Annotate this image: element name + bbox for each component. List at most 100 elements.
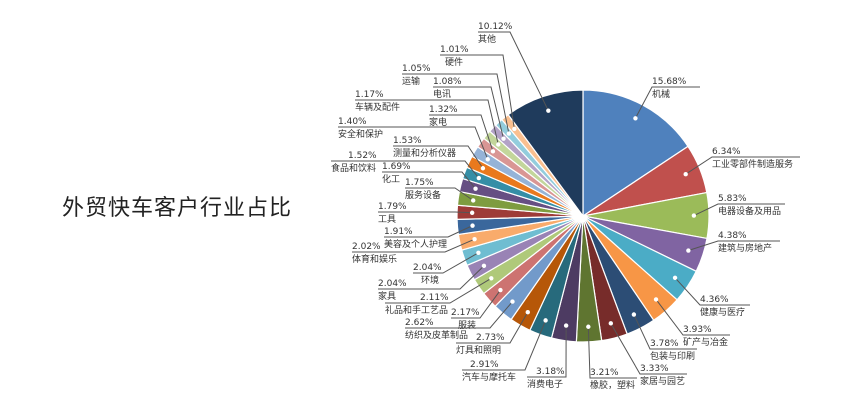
leader-line (385, 277, 492, 304)
slice-percent-label: 5.83% (718, 194, 747, 204)
leader-dot (490, 149, 496, 154)
leader-dot (672, 275, 678, 281)
slice-percent-label: 1.05% (402, 64, 431, 74)
slice-percent-label: 3.21% (590, 368, 619, 378)
leader-line (352, 238, 475, 253)
leader-line (433, 86, 505, 139)
slice-percent-label: 2.02% (352, 242, 381, 252)
pie-slices (456, 89, 710, 343)
leader-dot (481, 263, 487, 269)
slice-name-label: 服装 (458, 319, 476, 331)
slice-name-label: 车辆及配件 (355, 101, 400, 113)
slice-percent-label: 3.33% (640, 364, 669, 374)
leader-dot (546, 108, 551, 113)
slice-percent-label: 1.08% (433, 77, 462, 87)
slice-name-label: 工业零部件制造服务 (712, 158, 793, 170)
slice-percent-label: 3.78% (650, 339, 679, 349)
slice-name-label: 家具 (378, 290, 396, 302)
leader-dot (473, 186, 478, 191)
chart-title: 外贸快车客户行业占比 (62, 196, 293, 221)
leader-line (693, 203, 785, 216)
slice-percent-label: 2.04% (378, 279, 407, 289)
slice-name-label: 食品和饮料 (331, 162, 376, 174)
leader-line (429, 114, 494, 152)
leader-line (405, 301, 513, 329)
leader-dot (653, 297, 659, 302)
leader-dot (633, 116, 638, 121)
leader-line (527, 325, 567, 378)
slice-name-label: 礼品和手工艺品 (385, 304, 448, 316)
leader-line (655, 299, 730, 336)
slice-name-label: 电讯 (433, 88, 451, 100)
slice-name-label: 其他 (478, 33, 496, 45)
leader-dot (608, 321, 614, 326)
leader-line (674, 277, 750, 306)
leader-dot (501, 136, 506, 141)
leader-line (378, 211, 473, 214)
slice-name-label: 测量和分析仪器 (393, 147, 456, 159)
slice-percent-label: 1.17% (355, 90, 384, 100)
leader-dot (485, 157, 490, 162)
leader-line (633, 314, 697, 350)
slice-name-label: 工具 (378, 214, 396, 225)
leader-line (331, 160, 480, 179)
leader-line (462, 320, 547, 371)
slice-name-label: 家居与园艺 (640, 375, 685, 387)
leader-line (478, 31, 549, 111)
pie-labels: 15.68%机械 6.34%工业零部件制造服务 5.83%电器设备及用品 4.38%建… (331, 22, 800, 391)
leader-dot (683, 172, 688, 177)
slice-name-label: 化工 (382, 173, 400, 185)
slice-name-label: 机械 (652, 88, 670, 100)
leader-line (402, 73, 510, 134)
slice-percent-label: 1.91% (384, 227, 413, 237)
leader-line (413, 252, 479, 274)
leader-line (688, 240, 780, 252)
slice-percent-label: 4.36% (700, 295, 729, 305)
slice-name-label: 健康与医疗 (700, 306, 745, 318)
slice-percent-label: 1.53% (393, 136, 422, 146)
leader-dot (471, 198, 476, 203)
pie-slice (507, 89, 584, 218)
leader-line (382, 171, 476, 190)
leader-dot (586, 324, 591, 329)
leader-dot (496, 142, 501, 147)
leader-line (405, 187, 474, 201)
slice-name-label: 建筑与房地产 (718, 242, 772, 254)
slice-name-label: 纺织及皮革制品 (405, 329, 468, 341)
leader-dot (525, 309, 530, 315)
slice-percent-label: 1.40% (338, 117, 367, 127)
slice-name-label: 灯具和照明 (456, 345, 501, 356)
slice-name-label: 服务设备 (405, 189, 441, 201)
leader-line (634, 86, 700, 119)
leader-dot (691, 213, 697, 218)
leader-line (451, 289, 501, 319)
slice-name-label: 矿产与冶金 (683, 336, 728, 348)
slice-name-label: 橡胶，塑料 (590, 379, 635, 391)
leader-dot (563, 323, 569, 328)
slice-name-label: 环境 (421, 274, 439, 286)
leader-line (456, 311, 529, 344)
slice-percent-label: 2.62% (405, 318, 434, 328)
leader-dot (498, 287, 503, 293)
leader-dot (631, 312, 637, 317)
leader-dot (512, 126, 517, 132)
leader-dot (506, 131, 512, 136)
leader-line (378, 265, 485, 290)
leader-dot (476, 250, 481, 255)
slice-percent-label: 2.73% (476, 333, 505, 343)
slice-name-label: 汽车与摩托车 (462, 371, 516, 383)
slice-name-label: 家电 (429, 116, 447, 128)
leader-dot (472, 236, 477, 242)
slice-name-label: 包装与印刷 (650, 350, 695, 362)
slice-percent-label: 2.91% (470, 360, 499, 370)
slice-percent-label: 2.04% (413, 263, 442, 273)
slice-percent-label: 6.34% (712, 147, 741, 157)
leader-dot (476, 175, 482, 181)
slice-percent-label: 1.75% (405, 178, 434, 188)
leader-line (685, 156, 800, 175)
leader-line (338, 126, 489, 160)
slice-percent-label: 2.11% (420, 293, 449, 303)
slice-percent-label: 2.17% (451, 308, 480, 318)
slice-percent-label: 1.79% (378, 202, 407, 212)
